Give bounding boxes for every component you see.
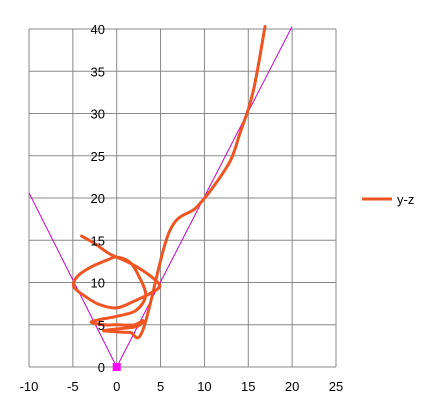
legend-label-y-z: y-z xyxy=(397,192,414,207)
y-tick-label: 20 xyxy=(91,191,105,206)
y-tick-label: 35 xyxy=(91,64,105,79)
x-tick-label: 25 xyxy=(329,379,343,394)
y-tick-label: 40 xyxy=(91,22,105,37)
x-tick-label: 20 xyxy=(285,379,299,394)
x-tick-label: 10 xyxy=(197,379,211,394)
x-tick-label: -10 xyxy=(20,379,39,394)
y-tick-label: 25 xyxy=(91,149,105,164)
x-tick-label: 0 xyxy=(113,379,120,394)
y-tick-label: 0 xyxy=(98,360,105,375)
series-line-y-z xyxy=(71,25,267,340)
plot-area xyxy=(28,25,293,371)
x-tick-label: 5 xyxy=(157,379,164,394)
origin-marker xyxy=(112,363,121,371)
x-tick-label: -5 xyxy=(67,379,79,394)
legend: y-z xyxy=(362,192,414,207)
gridlines xyxy=(28,28,337,368)
y-tick-label: 30 xyxy=(91,107,105,122)
y-tick-label: 5 xyxy=(98,318,105,333)
x-tick-label: 15 xyxy=(241,379,255,394)
tick-labels: -10 -5 0 5 10 15 20 25 0 5 10 15 20 25 30 35 40 xyxy=(20,22,344,394)
y-tick-label: 15 xyxy=(91,233,105,248)
y-tick-label: 10 xyxy=(91,276,105,291)
